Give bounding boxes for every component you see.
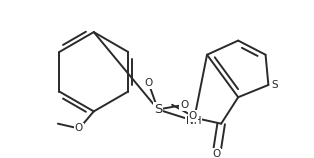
Text: O: O: [189, 111, 197, 121]
Text: O: O: [144, 78, 153, 88]
Text: O: O: [180, 100, 188, 110]
Text: O: O: [74, 123, 83, 133]
Text: O: O: [212, 149, 221, 158]
Text: S: S: [154, 103, 162, 116]
Text: NH: NH: [186, 116, 202, 126]
Text: S: S: [272, 80, 278, 90]
